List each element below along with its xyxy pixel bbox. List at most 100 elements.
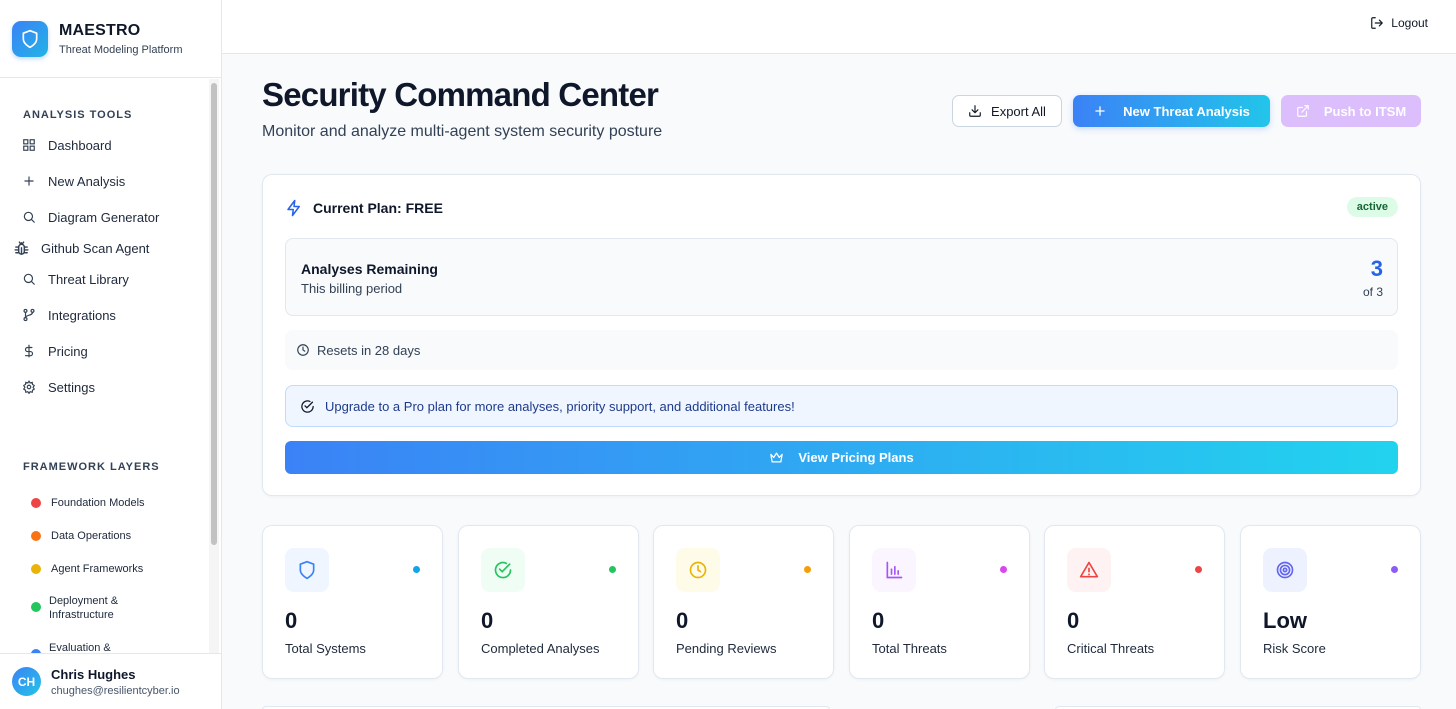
view-pricing-plans-button[interactable]: View Pricing Plans — [285, 441, 1398, 474]
sidebar-item-threat-library[interactable]: Threat Library — [22, 269, 129, 289]
sidebar-item-label: Settings — [48, 379, 95, 395]
section-label-framework-layers: FRAMEWORK LAYERS — [23, 461, 160, 473]
search-icon — [23, 273, 35, 285]
sidebar-item-github-scan-agent[interactable]: Github Scan Agent — [13, 238, 149, 258]
sidebar-item-label: Integrations — [48, 307, 116, 323]
layer-color-dot — [31, 564, 41, 574]
layer-item-evaluation[interactable]: Evaluation & — [31, 641, 111, 653]
new-threat-analysis-label: New Threat Analysis — [1123, 103, 1250, 119]
layer-label: Data Operations — [51, 530, 132, 542]
push-to-itsm-button[interactable]: Push to ITSM — [1281, 95, 1421, 127]
layer-color-dot — [31, 498, 41, 508]
bar-chart-icon — [886, 561, 903, 579]
sidebar-item-diagram-generator[interactable]: Diagram Generator — [22, 207, 159, 227]
plus-icon — [24, 176, 34, 186]
layer-label: Evaluation & — [49, 642, 111, 653]
sidebar-scroll-area: ANALYSIS TOOLS Dashboard New Analysis Di… — [0, 79, 221, 653]
sidebar-item-dashboard[interactable]: Dashboard — [22, 135, 112, 155]
search-icon — [23, 211, 35, 223]
next-panel-edge — [262, 706, 830, 709]
gear-icon — [22, 380, 36, 394]
upgrade-text: Upgrade to a Pro plan for more analyses,… — [325, 398, 795, 414]
stat-card-completed-analyses[interactable]: 0 Completed Analyses — [458, 525, 639, 679]
layer-item-deployment-infrastructure[interactable]: Deployment & Infrastructure — [31, 594, 118, 622]
layer-item-foundation-models[interactable]: Foundation Models — [31, 496, 145, 510]
status-badge: active — [1346, 197, 1398, 217]
push-to-itsm-label: Push to ITSM — [1323, 103, 1407, 119]
warning-icon — [1079, 561, 1099, 578]
download-icon — [969, 105, 981, 117]
sidebar: MAESTRO Threat Modeling Platform ANALYSI… — [0, 0, 222, 709]
upgrade-notice: Upgrade to a Pro plan for more analyses,… — [285, 385, 1398, 427]
export-all-button[interactable]: Export All — [952, 95, 1062, 127]
shield-logo-icon — [12, 20, 48, 57]
stat-label: Risk Score — [1263, 641, 1326, 656]
sidebar-item-label: Dashboard — [48, 137, 112, 153]
layer-label: Deployment & — [49, 595, 119, 607]
stat-value: 0 — [481, 608, 494, 633]
stat-label: Critical Threats — [1067, 641, 1155, 656]
remaining-total: of 3 — [1362, 285, 1383, 299]
stat-card-total-threats[interactable]: 0 Total Threats — [849, 525, 1030, 679]
export-all-label: Export All — [991, 103, 1046, 119]
clock-icon — [689, 561, 707, 579]
status-dot — [1391, 566, 1398, 573]
layer-item-agent-frameworks[interactable]: Agent Frameworks — [31, 562, 143, 576]
layer-color-dot — [31, 531, 41, 541]
check-circle-icon — [301, 399, 314, 413]
shield-icon — [299, 560, 315, 580]
sidebar-item-label: New Analysis — [48, 173, 126, 189]
brand-title: MAESTRO — [59, 21, 141, 39]
plan-card: Current Plan: FREE active Analyses Remai… — [262, 174, 1421, 496]
sidebar-scrollbar-thumb[interactable] — [211, 83, 217, 545]
bug-icon — [14, 240, 29, 255]
dashboard-icon — [23, 139, 35, 151]
sidebar-item-label: Diagram Generator — [48, 209, 160, 225]
clock-icon — [297, 344, 309, 356]
layer-label: Foundation Models — [51, 497, 145, 509]
crown-icon — [770, 452, 784, 463]
stat-label: Total Systems — [285, 641, 366, 656]
lightning-icon — [287, 199, 300, 217]
page-subtitle: Monitor and analyze multi-agent system s… — [262, 123, 663, 140]
brand-subtitle: Threat Modeling Platform — [59, 43, 183, 56]
new-threat-analysis-button[interactable]: New Threat Analysis — [1073, 95, 1270, 127]
stat-card-pending-reviews[interactable]: 0 Pending Reviews — [653, 525, 834, 679]
layer-item-data-operations[interactable]: Data Operations — [31, 529, 131, 543]
stat-label: Pending Reviews — [676, 641, 777, 656]
plus-icon — [1095, 106, 1105, 116]
sidebar-item-settings[interactable]: Settings — [22, 377, 95, 397]
sidebar-item-new-analysis[interactable]: New Analysis — [22, 171, 125, 191]
layer-color-dot — [31, 602, 41, 612]
layer-color-dot — [31, 649, 41, 653]
stat-card-total-systems[interactable]: 0 Total Systems — [262, 525, 443, 679]
avatar: CH — [12, 667, 41, 696]
target-icon — [1276, 561, 1294, 579]
stat-label: Completed Analyses — [481, 641, 600, 656]
stat-card-risk-score[interactable]: Low Risk Score — [1240, 525, 1421, 679]
status-dot — [413, 566, 420, 573]
status-dot — [1195, 566, 1202, 573]
brand: MAESTRO Threat Modeling Platform — [0, 0, 221, 78]
logout-icon — [1371, 17, 1384, 29]
user-profile[interactable]: CH Chris Hughes chughes@resilientcyber.i… — [0, 653, 221, 709]
sidebar-item-label: Threat Library — [48, 271, 129, 287]
dollar-icon — [24, 344, 34, 358]
view-pricing-plans-label: View Pricing Plans — [798, 450, 914, 465]
layer-label-line2: Infrastructure — [49, 609, 114, 621]
sidebar-item-pricing[interactable]: Pricing — [22, 341, 88, 361]
logout-label: Logout — [1391, 16, 1428, 30]
remaining-subtitle: This billing period — [301, 281, 403, 296]
stat-card-critical-threats[interactable]: 0 Critical Threats — [1044, 525, 1225, 679]
section-label-analysis-tools: ANALYSIS TOOLS — [23, 109, 133, 121]
logout-button[interactable]: Logout — [1370, 16, 1428, 30]
resets-text: Resets in 28 days — [317, 342, 421, 358]
sidebar-item-label: Pricing — [48, 343, 88, 359]
status-dot — [609, 566, 616, 573]
user-email: chughes@resilientcyber.io — [51, 684, 180, 697]
topbar: Logout — [222, 0, 1456, 54]
page-title: Security Command Center — [262, 76, 659, 113]
sidebar-item-integrations[interactable]: Integrations — [22, 305, 116, 325]
stat-value: 0 — [285, 608, 298, 633]
sidebar-item-label: Github Scan Agent — [41, 240, 150, 256]
